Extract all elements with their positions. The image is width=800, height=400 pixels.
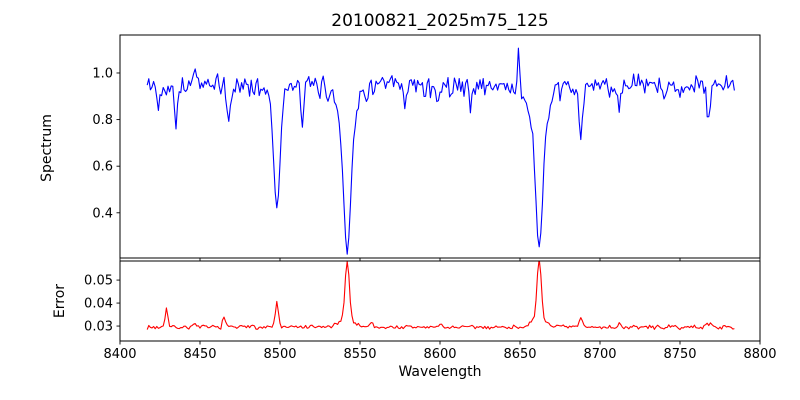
x-tick-label: 8650 (503, 347, 536, 362)
x-tick-label: 8750 (663, 347, 696, 362)
y-tick-label: 0.8 (92, 113, 113, 128)
chart-title: 20100821_2025m75_125 (331, 11, 549, 31)
x-tick-label: 8600 (423, 347, 456, 362)
error-axes-frame (119, 260, 761, 342)
x-tick-label: 8700 (583, 347, 616, 362)
x-tick-label: 8800 (743, 347, 776, 362)
y-tick-label: 0.04 (84, 297, 113, 312)
spectrum-axes-frame (119, 34, 761, 259)
y-tick-label: 0.03 (84, 320, 113, 335)
x-tick-label: 8450 (183, 347, 216, 362)
x-tick-label: 8500 (263, 347, 296, 362)
error-line (146, 261, 735, 331)
y-tick-label: 0.6 (92, 160, 113, 175)
wavelength-axis-label: Wavelength (398, 364, 482, 380)
y-tick-label: 0.4 (92, 206, 113, 221)
spectrum-line (146, 47, 735, 255)
y-tick-label: 1.0 (92, 66, 113, 81)
x-tick-label: 8550 (343, 347, 376, 362)
x-tick-label: 8400 (103, 347, 136, 362)
y-tick-label: 0.05 (84, 274, 113, 289)
